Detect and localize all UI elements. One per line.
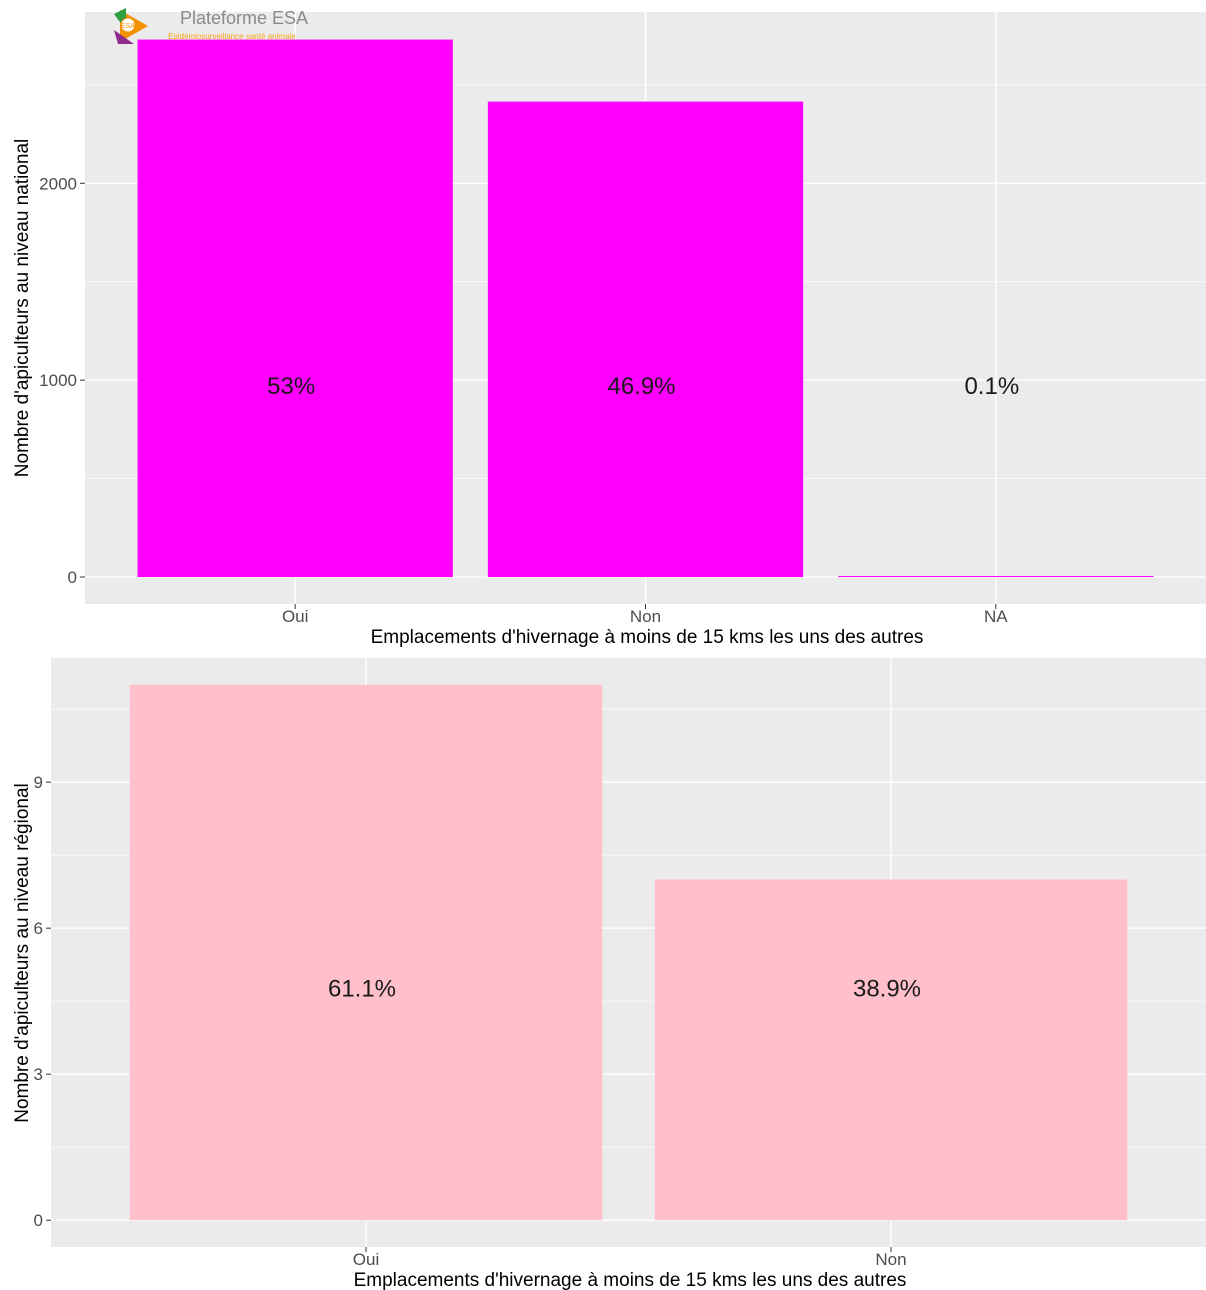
regional-x-tick-label-oui: Oui	[353, 1250, 379, 1269]
regional-y-tick-label: 3	[34, 1065, 43, 1084]
national-x-tick-label-na: NA	[984, 607, 1008, 626]
regional-bars	[129, 684, 1128, 1221]
regional-x-tick-label-non: Non	[875, 1250, 906, 1269]
regional-y-axis-title: Nombre d'apiculteurs au niveau régional	[12, 783, 33, 1123]
national-y-axis: 0 1000 2000	[39, 174, 85, 587]
logo-badge-circle	[120, 17, 136, 33]
regional-bar-label-oui: 61.1%	[328, 975, 396, 1002]
regional-bar-labels: 61.1% 38.9%	[328, 975, 921, 1002]
regional-x-axis-title: Emplacements d'hivernage à moins de 15 k…	[354, 1270, 907, 1290]
regional-bar-oui	[129, 684, 603, 1221]
national-x-tick-label-oui: Oui	[282, 607, 308, 626]
regional-bar-label-non: 38.9%	[853, 975, 921, 1002]
plateforme-esa-logo: ESA Plateforme ESA Epidémiosurveillance …	[114, 8, 308, 44]
logo-title: Plateforme ESA	[180, 8, 308, 28]
national-x-axis: Oui Non NA	[282, 604, 1008, 626]
national-y-axis-title: Nombre d'apiculteurs au niveau national	[12, 139, 33, 477]
national-bar-oui	[137, 39, 453, 578]
national-bar-label-non: 46.9%	[607, 373, 675, 400]
national-y-tick-label: 2000	[39, 174, 77, 193]
national-y-tick-label: 0	[68, 568, 77, 587]
regional-y-tick-label: 9	[34, 773, 43, 792]
logo-badge-text: ESA	[121, 23, 135, 30]
national-x-axis-title: Emplacements d'hivernage à moins de 15 k…	[371, 627, 924, 648]
national-bar-label-oui: 53%	[267, 373, 315, 400]
regional-y-tick-label: 0	[34, 1211, 43, 1230]
national-bar-labels: 53% 46.9% 0.1%	[267, 373, 1019, 400]
national-bar-na	[838, 576, 1154, 578]
regional-x-axis: Oui Non	[353, 1247, 907, 1269]
national-y-tick-label: 1000	[39, 371, 77, 390]
national-bar-chart: 53% 46.9% 0.1% 0 1000 2000 Oui Non NA Emplacem…	[12, 12, 1206, 648]
national-bar-non	[487, 101, 804, 578]
regional-y-tick-label: 6	[34, 919, 43, 938]
regional-bar-chart: 61.1% 38.9% 0 3 6 9 Oui Non Emplacements d'hi…	[12, 658, 1206, 1290]
regional-bar-non	[654, 879, 1128, 1221]
logo-leaf-purple	[114, 30, 134, 44]
regional-y-axis: 0 3 6 9	[34, 773, 51, 1230]
national-x-tick-label-non: Non	[630, 607, 661, 626]
national-bars	[137, 39, 1154, 578]
national-bar-label-na: 0.1%	[964, 373, 1019, 400]
logo-subtitle: Epidémiosurveillance santé animale	[168, 32, 296, 41]
